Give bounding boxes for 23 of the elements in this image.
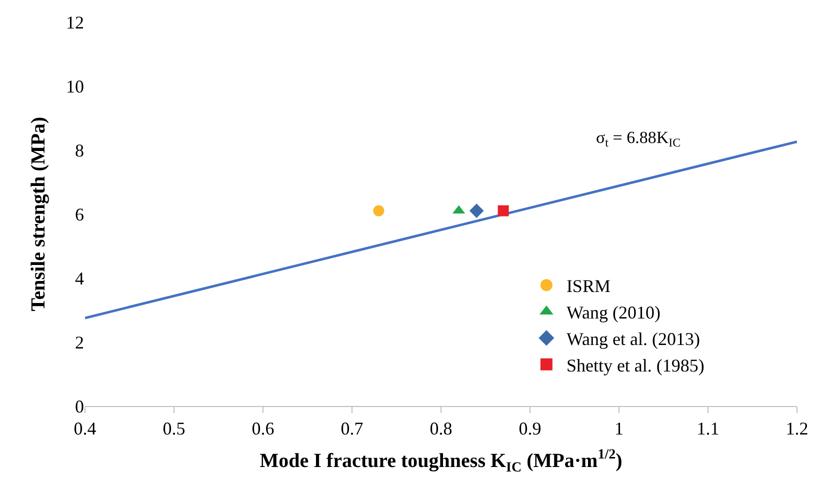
y-tick-label: 12: [66, 12, 84, 32]
x-tick-label: 0.8: [430, 418, 452, 439]
x-tick-label: 0.6: [252, 418, 274, 439]
y-tick-label: 10: [66, 76, 84, 96]
y-tick-label: 6: [75, 204, 84, 224]
y-tick-label: 8: [75, 140, 84, 160]
y-tick-label: 4: [75, 268, 84, 288]
x-axis-title: Mode I fracture toughness K$_{IC}$ (MPa·m$^{1/2}$): [260, 448, 622, 476]
x-tick-label: 1.1: [696, 418, 720, 439]
legend-label: Shetty et al. (1985): [566, 355, 704, 376]
x-tick-label: 1: [614, 418, 624, 439]
legend-label: Wang et al. (2013): [566, 328, 700, 349]
x-tick-label: 0.5: [162, 418, 186, 439]
x-tick-label: 0.4: [74, 418, 96, 439]
y-tick-label: 2: [75, 332, 84, 352]
x-tick-label: 0.7: [340, 418, 364, 439]
annotation: σ$_{t}$ = 6.88K$_{IC}$: [596, 128, 681, 150]
y-axis-title: Tensile strength (MPa): [28, 116, 50, 312]
x-tick-label: 0.9: [518, 418, 542, 439]
legend-label: ISRM: [566, 276, 610, 296]
legend-label: Wang (2010): [566, 302, 660, 323]
x-tick-label: 1.2: [786, 418, 808, 439]
y-tick-label: 0: [75, 396, 84, 416]
